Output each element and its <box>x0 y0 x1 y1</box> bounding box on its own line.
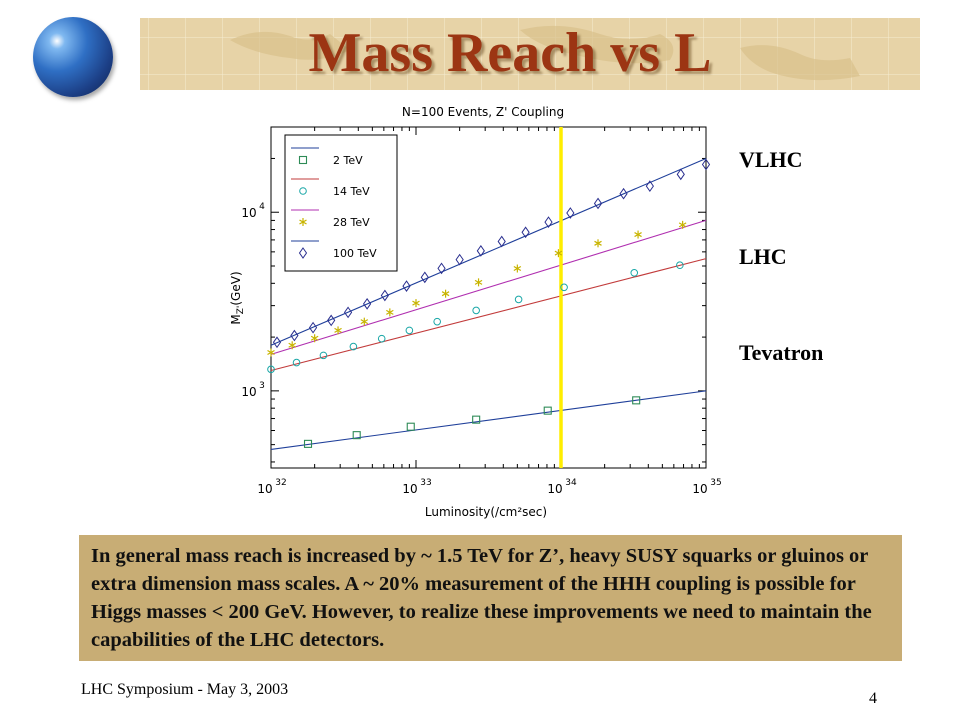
legend-marker <box>298 155 308 165</box>
data-point-100-tev <box>272 336 282 349</box>
data-point-100-tev <box>521 226 530 239</box>
data-point-14-tev <box>514 295 523 304</box>
data-point-100-tev <box>676 168 685 181</box>
data-point-28-tev <box>474 278 483 287</box>
y-tick-exponent: 3 <box>259 381 265 391</box>
data-point-100-tev <box>701 158 711 171</box>
x-tick-label: 10 <box>547 482 562 496</box>
data-point-100-tev <box>566 207 575 219</box>
x-axis-label: Luminosity(/cm²sec) <box>425 505 547 519</box>
data-point-100-tev <box>544 216 553 229</box>
data-point-28-tev <box>634 230 642 239</box>
data-point-2-tev <box>303 439 313 448</box>
data-point-100-tev <box>343 306 353 319</box>
data-point-28-tev <box>288 341 296 350</box>
y-axis-label-unit: (GeV) <box>229 271 243 305</box>
data-point-100-tev <box>402 280 411 292</box>
data-point-100-tev <box>380 289 389 302</box>
series-line-2-tev <box>270 390 707 450</box>
data-point-100-tev <box>290 329 299 342</box>
data-point-100-tev <box>645 180 654 192</box>
data-point-100-tev <box>420 271 429 284</box>
data-point-2-tev <box>632 396 641 405</box>
data-point-100-tev <box>327 314 336 327</box>
legend-marker <box>299 218 307 226</box>
x-tick-exponent: 33 <box>420 478 431 488</box>
data-point-100-tev <box>476 244 485 257</box>
data-point-14-tev <box>433 317 441 326</box>
chart-legend: 2 TeV 14 TeV 28 TeV 100 TeV <box>284 134 398 272</box>
series-line-28-tev <box>270 219 707 355</box>
slide-title: Mass Reach vs L <box>308 22 712 84</box>
data-point-28-tev <box>267 348 275 357</box>
data-point-28-tev <box>412 299 420 308</box>
y-tick-label: 10 <box>241 206 256 220</box>
x-tick-exponent: 34 <box>565 478 577 488</box>
legend-label: 2 TeV <box>333 154 363 167</box>
data-point-14-tev <box>292 358 301 367</box>
data-point-14-tev <box>472 306 480 315</box>
data-point-28-tev <box>678 220 687 229</box>
series-line-100-tev <box>270 157 707 346</box>
y-tick-label: 10 <box>241 385 256 399</box>
data-point-28-tev <box>334 326 342 335</box>
x-tick-exponent: 32 <box>275 478 286 488</box>
page-number: 4 <box>869 690 877 707</box>
data-point-28-tev <box>310 334 319 343</box>
data-point-100-tev <box>437 262 446 275</box>
data-point-28-tev <box>360 317 369 326</box>
data-point-14-tev <box>630 269 639 277</box>
data-point-14-tev <box>349 342 358 351</box>
data-point-2-tev <box>543 406 552 415</box>
label-vlhc: VLHC <box>739 147 803 172</box>
data-point-14-tev <box>405 326 414 335</box>
y-tick-exponent: 4 <box>259 202 265 212</box>
x-tick-label: 10 <box>257 482 272 496</box>
label-tevatron: Tevatron <box>739 340 824 365</box>
legend-label: 28 TeV <box>333 216 370 229</box>
y-axis-label-main: M <box>229 314 243 324</box>
legend-label: 14 TeV <box>333 185 370 198</box>
y-axis-label: MZ'(GeV) <box>229 271 246 324</box>
svg-text:MZ'(GeV): MZ'(GeV) <box>229 271 246 324</box>
data-point-14-tev <box>676 261 684 270</box>
globe-icon <box>33 17 113 97</box>
data-point-14-tev <box>377 334 386 343</box>
data-point-14-tev <box>267 365 275 374</box>
x-tick-exponent: 35 <box>710 478 721 488</box>
data-point-28-tev <box>386 308 394 317</box>
data-point-100-tev <box>455 253 464 266</box>
data-point-100-tev <box>497 235 506 248</box>
legend-marker <box>298 247 308 259</box>
data-point-2-tev <box>472 415 481 424</box>
summary-textbox: In general mass reach is increased by ~ … <box>79 535 902 661</box>
y-axis-label-sub: Z' <box>236 306 246 315</box>
summary-text: In general mass reach is increased by ~ … <box>91 545 872 651</box>
data-point-28-tev <box>513 264 522 273</box>
chart-title: N=100 Events, Z' Coupling <box>402 105 564 119</box>
label-lhc: LHC <box>739 244 787 269</box>
x-tick-label: 10 <box>692 482 707 496</box>
x-tick-label: 10 <box>402 482 417 496</box>
data-point-28-tev <box>441 289 450 298</box>
series-line-14-tev <box>270 258 707 372</box>
data-point-28-tev <box>594 239 602 248</box>
data-point-100-tev <box>619 187 628 200</box>
footer-text: LHC Symposium - May 3, 2003 <box>81 681 289 698</box>
legend-marker <box>299 187 307 195</box>
data-point-14-tev <box>319 351 328 360</box>
legend-label: 100 TeV <box>333 247 377 260</box>
data-point-2-tev <box>352 431 361 440</box>
data-point-100-tev <box>362 297 372 310</box>
data-point-100-tev <box>593 197 603 210</box>
data-point-28-tev <box>554 249 563 258</box>
plot-frame <box>270 126 707 469</box>
data-point-14-tev <box>560 283 568 292</box>
data-point-100-tev <box>308 321 318 334</box>
data-point-2-tev <box>406 422 415 431</box>
